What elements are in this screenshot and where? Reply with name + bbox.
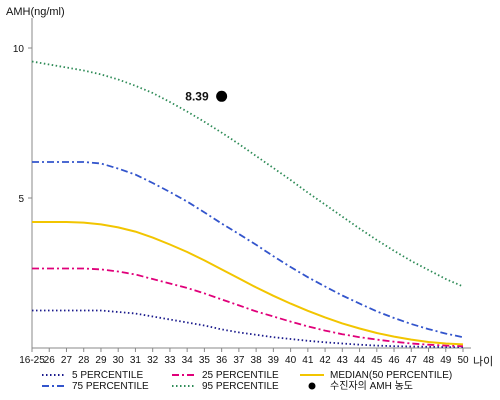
x-tick-label: 29: [95, 355, 107, 366]
x-tick-label: 32: [147, 355, 159, 366]
series-line: [32, 267, 464, 348]
x-tick-label: 33: [164, 355, 176, 366]
x-tick-label: 49: [440, 355, 452, 366]
axes: [28, 18, 471, 352]
x-tick-label: 50: [457, 355, 469, 366]
legend-label: 25 PERCENTILE: [202, 370, 279, 381]
series-layer: [31, 60, 464, 349]
legend: 5 PERCENTILE 25 PERCENTILE MEDIAN(50 PERCE…: [42, 370, 452, 392]
x-tick-label: 48: [423, 355, 435, 366]
x-tick-label: 26: [44, 355, 56, 366]
x-tick-label: 28: [78, 355, 90, 366]
series-line: [32, 221, 464, 346]
x-tick-label: 34: [182, 355, 194, 366]
legend-label: MEDIAN(50 PERCENTILE): [330, 370, 452, 381]
legend-label: 5 PERCENTILE: [72, 370, 143, 381]
patient-amh-value-label: 8.39: [185, 89, 209, 103]
legend-marker-swatch: [308, 382, 316, 390]
x-tick-label: 41: [302, 355, 314, 366]
series-line: [32, 309, 463, 349]
x-tick-label: 40: [285, 355, 297, 366]
x-tick-label: 31: [130, 355, 142, 366]
y-axis-title: AMH(ng/ml): [6, 6, 65, 18]
x-tick-label: 45: [371, 355, 383, 366]
x-tick-label: 35: [199, 355, 211, 366]
x-tick-label: 27: [61, 355, 73, 366]
legend-label: 95 PERCENTILE: [202, 381, 279, 392]
series-line: [31, 60, 464, 288]
x-tick-label: 30: [113, 355, 125, 366]
marker-layer: 8.39: [185, 89, 228, 103]
x-axis-title: 나이: [473, 355, 493, 368]
x-tick-label: 43: [337, 355, 349, 366]
x-tick-label: 47: [406, 355, 418, 366]
patient-amh-marker: [216, 90, 228, 102]
y-tick-label: 10: [13, 44, 25, 55]
x-tick-label: 39: [268, 355, 280, 366]
x-tick-label: 38: [251, 355, 263, 366]
x-tick-label: 46: [388, 355, 400, 366]
x-tick-label: 44: [354, 355, 366, 366]
y-tick-label: 5: [18, 194, 24, 205]
x-tick-label: 37: [233, 355, 245, 366]
x-tick-label: 16-25: [19, 355, 45, 366]
legend-label: 수진자의 AMH 농도: [330, 380, 413, 392]
x-tick-label: 36: [216, 355, 228, 366]
legend-label: 75 PERCENTILE: [72, 381, 149, 392]
x-tick-label: 42: [320, 355, 332, 366]
